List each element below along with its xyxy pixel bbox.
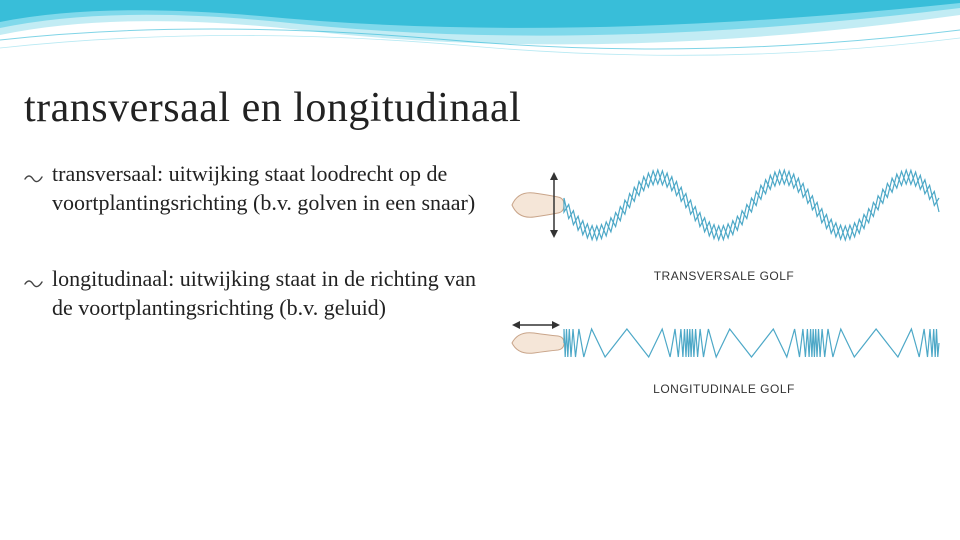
bullet-item: longitudinaal: uitwijking staat in de ri… [24, 265, 484, 322]
page-title: transversaal en longitudinaal [24, 84, 521, 132]
longitudinal-wave-diagram [504, 313, 944, 373]
wave-figure: TRANSVERSALE GOLF LONGITUDINALE GOLF [504, 150, 944, 410]
script-bullet-icon [24, 166, 44, 195]
transverse-caption: TRANSVERSALE GOLF [504, 269, 944, 283]
longitudinal-caption: LONGITUDINALE GOLF [504, 382, 944, 396]
bullet-item: transversaal: uitwijking staat loodrecht… [24, 160, 484, 217]
bullet-list: transversaal: uitwijking staat loodrecht… [24, 160, 484, 370]
transverse-wave-diagram [504, 150, 944, 260]
bullet-text: longitudinaal: uitwijking staat in de ri… [52, 265, 484, 322]
bullet-text: transversaal: uitwijking staat loodrecht… [52, 160, 484, 217]
header-swish [0, 0, 960, 70]
script-bullet-icon [24, 271, 44, 300]
